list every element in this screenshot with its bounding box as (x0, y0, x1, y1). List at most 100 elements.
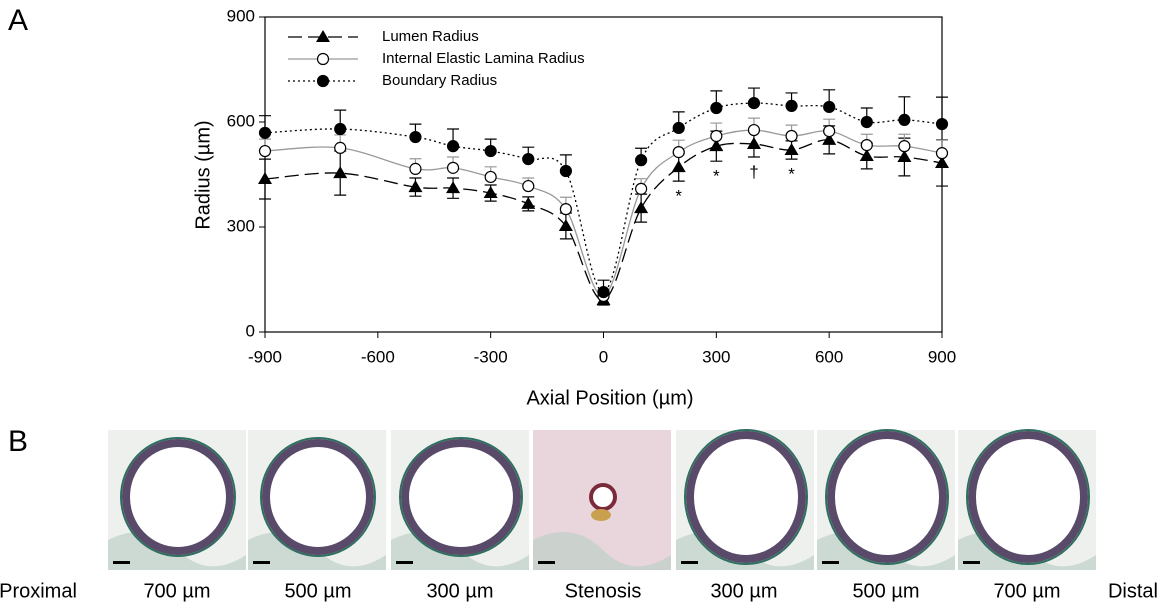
annotation: * (788, 165, 795, 184)
marker (522, 153, 535, 166)
marker (747, 123, 761, 137)
histology-image (391, 430, 529, 570)
marker (823, 125, 836, 138)
y-tick-label: 900 (227, 6, 255, 25)
y-tick-label: 300 (227, 216, 255, 235)
marker (408, 180, 423, 193)
y-tick-label: 600 (227, 111, 255, 130)
x-tick-label: -600 (361, 347, 395, 366)
x-tick-label: 600 (815, 347, 843, 366)
vessel-wall (968, 431, 1088, 563)
y-axis-label: Radius (µm) (192, 120, 214, 229)
series-line (264, 139, 943, 301)
vessel-outer (684, 429, 808, 565)
panel-label: A (8, 4, 28, 37)
scale-bar (538, 561, 555, 564)
marker (747, 96, 761, 110)
marker (258, 144, 272, 158)
vessel-wall (122, 439, 234, 555)
marker (316, 52, 330, 66)
marker (558, 218, 573, 231)
x-tick-label: 0 (599, 347, 608, 366)
scale-bar (681, 561, 698, 564)
marker (258, 172, 272, 185)
series-line (264, 102, 943, 293)
marker (898, 140, 911, 153)
marker (898, 113, 911, 127)
marker (258, 126, 272, 139)
marker (559, 164, 572, 178)
marker (785, 99, 798, 113)
marker (316, 30, 330, 42)
marker (334, 141, 347, 154)
vessel-wall (827, 431, 947, 563)
marker (709, 139, 724, 152)
x-tick-label: 300 (702, 347, 730, 366)
marker (446, 140, 460, 153)
x-axis-label: Axial Position (µm) (526, 387, 693, 409)
marker (823, 100, 836, 114)
marker (785, 129, 798, 143)
marker (859, 148, 874, 161)
annotation: * (713, 167, 720, 186)
marker (635, 154, 648, 167)
image-caption: 500 µm (284, 580, 351, 602)
marker (559, 203, 572, 216)
marker (860, 139, 873, 152)
vessel-outer (399, 437, 523, 557)
marker (521, 196, 536, 209)
vessel-wall (262, 439, 374, 555)
marker (635, 182, 648, 195)
marker (634, 201, 649, 214)
series-line (264, 129, 943, 297)
marker (672, 121, 685, 135)
marker (316, 74, 330, 88)
legend-label: Internal Elastic Lamina Radius (382, 50, 585, 67)
histology-image (248, 430, 386, 570)
marker (746, 137, 761, 150)
scale-bar (253, 561, 270, 564)
image-caption: 500 µm (852, 580, 919, 602)
panel-label: B (8, 425, 28, 458)
marker (822, 132, 837, 145)
x-tick-label: 900 (928, 347, 956, 366)
marker (446, 161, 460, 174)
image-caption: Proximal (0, 580, 77, 602)
marker (334, 122, 347, 136)
marker (409, 130, 422, 144)
marker (446, 181, 461, 194)
image-caption: 300 µm (426, 580, 493, 602)
x-tick-label: -900 (248, 347, 282, 366)
marker (409, 162, 422, 175)
marker (333, 166, 348, 179)
scale-bar (822, 561, 839, 564)
scale-bar (396, 561, 413, 564)
legend-label: Boundary Radius (382, 72, 497, 89)
marker (935, 147, 949, 160)
annotation: † (749, 162, 758, 181)
histology-image (533, 430, 671, 570)
x-tick-label: -300 (474, 347, 508, 366)
scale-bar (113, 561, 130, 564)
marker (522, 179, 535, 193)
vessel-wall (686, 431, 806, 563)
lumen (589, 483, 617, 511)
histology-image (958, 429, 1096, 570)
marker (860, 115, 873, 129)
y-tick-label: 0 (246, 321, 255, 340)
vessel-outer (120, 437, 236, 557)
legend-label: Lumen Radius (382, 28, 479, 45)
vessel-wall (401, 439, 521, 555)
image-caption: Stenosis (565, 580, 642, 602)
marker (784, 143, 799, 155)
marker (935, 155, 949, 168)
plaque (591, 509, 611, 521)
marker (935, 117, 949, 131)
marker (483, 186, 498, 199)
histology-image (817, 429, 955, 570)
histology-image (108, 430, 246, 570)
vessel-outer (966, 429, 1090, 565)
tissue (533, 532, 671, 570)
